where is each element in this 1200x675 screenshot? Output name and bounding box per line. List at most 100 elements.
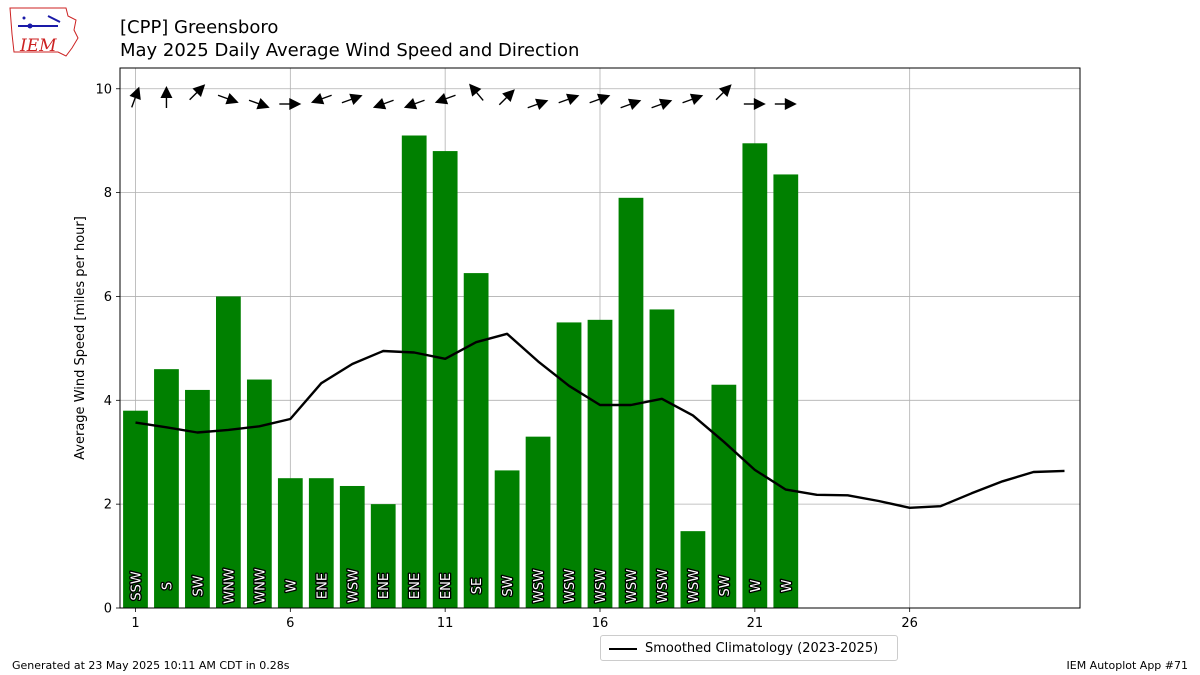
wind-arrow-day-20: [715, 84, 732, 101]
wind-arrow-head: [192, 84, 206, 97]
bar-day-3: [185, 389, 210, 608]
wind-arrow-head: [784, 98, 797, 110]
bar-day-20: [711, 384, 737, 608]
direction-label: ENE: [439, 573, 454, 599]
direction-label: WNW: [222, 568, 237, 604]
logo-text: IEM: [19, 36, 57, 56]
chart-title: May 2025 Daily Average Wind Speed and Di…: [120, 40, 580, 61]
wind-arrow-head: [718, 84, 732, 97]
direction-label: W: [780, 579, 795, 592]
wind-arrow-day-11: [434, 93, 456, 105]
wind-arrow-head: [403, 98, 418, 110]
x-tick-label: 21: [747, 616, 764, 631]
wind-arrow-head: [535, 98, 549, 110]
x-tick-label: 16: [592, 616, 609, 631]
bar-day-6: [277, 478, 303, 608]
wind-arrow-head: [502, 89, 515, 102]
bar-day-12: [463, 273, 489, 608]
bar-day-1: [123, 410, 148, 608]
bar-day-5: [246, 379, 272, 608]
wind-arrow-head: [566, 93, 580, 105]
y-tick-label: 2: [104, 498, 112, 513]
legend-label: Smoothed Climatology (2023-2025): [645, 641, 879, 656]
x-tick-label: 1: [131, 616, 139, 631]
bar-day-15: [556, 322, 582, 608]
direction-label: WSW: [563, 569, 578, 603]
legend: Smoothed Climatology (2023-2025): [600, 635, 898, 661]
bar-day-16: [587, 319, 613, 608]
direction-label: WSW: [625, 569, 640, 603]
app-credit: IEM Autoplot App #71: [1066, 659, 1189, 672]
wind-arrow-head: [434, 93, 449, 105]
bar-day-18: [649, 309, 675, 608]
y-tick-label: 4: [104, 394, 112, 409]
generated-timestamp: Generated at 23 May 2025 10:11 AM CDT in…: [12, 659, 290, 672]
bar-day-10: [401, 135, 427, 608]
wind-arrow-head: [627, 98, 642, 110]
wind-arrow-day-15: [558, 93, 580, 105]
wind-arrow-day-8: [341, 93, 363, 105]
direction-label: WSW: [687, 569, 702, 603]
bar-day-21: [742, 143, 768, 609]
direction-label: WNW: [253, 568, 268, 604]
wind-arrow-head: [469, 83, 482, 97]
bar-day-9: [370, 504, 396, 608]
direction-label: SW: [501, 575, 516, 596]
direction-label: SSW: [129, 571, 144, 601]
wind-arrow-day-21: [743, 98, 766, 110]
direction-label: SW: [718, 575, 733, 596]
bar-day-11: [432, 151, 458, 609]
wind-arrow-day-12: [469, 83, 484, 101]
wind-arrow-day-18: [651, 98, 673, 110]
direction-label: SE: [470, 578, 485, 594]
wind-arrow-day-19: [682, 93, 704, 105]
wind-arrow-head: [349, 93, 363, 105]
wind-arrow-head: [225, 93, 239, 105]
bar-day-13: [494, 470, 520, 608]
y-tick-label: 8: [104, 186, 112, 201]
y-tick-label: 10: [95, 82, 112, 97]
plot-frame: [119, 67, 1081, 609]
direction-label: ENE: [377, 573, 392, 599]
wind-arrow-day-13: [498, 89, 515, 106]
direction-label: WSW: [346, 569, 361, 603]
wind-arrow-day-16: [589, 93, 611, 105]
wind-arrow-day-6: [279, 98, 302, 110]
wind-arrow-day-10: [403, 98, 425, 110]
bar-day-2: [154, 369, 179, 608]
y-axis-label: Average Wind Speed [miles per hour]: [73, 216, 88, 460]
wind-arrow-day-2: [160, 86, 173, 108]
direction-label: W: [749, 579, 764, 592]
y-tick-label: 6: [104, 290, 112, 305]
x-tick-label: 26: [901, 616, 918, 631]
direction-label: WSW: [656, 569, 671, 603]
direction-label: W: [284, 579, 299, 592]
legend-line-swatch: [609, 648, 637, 650]
wind-arrow-day-22: [774, 98, 797, 110]
x-tick-label: 6: [286, 616, 294, 631]
wind-arrow-head: [129, 86, 141, 100]
wind-arrow-head: [658, 98, 673, 110]
bar-day-14: [525, 436, 551, 608]
direction-label: WSW: [594, 569, 609, 603]
wind-arrow-day-7: [310, 93, 332, 105]
bar-day-8: [339, 485, 365, 608]
climatology-line: [135, 332, 1065, 509]
direction-label: S: [160, 582, 175, 590]
iem-logo: IEM: [9, 7, 79, 57]
direction-label: ENE: [408, 573, 423, 599]
wind-arrow-head: [310, 93, 325, 105]
wind-arrow-day-4: [217, 93, 239, 105]
wind-arrow-head: [597, 93, 611, 105]
wind-arrow-day-1: [129, 86, 141, 108]
wind-arrow-head: [160, 86, 173, 98]
wind-arrow-day-5: [248, 98, 270, 110]
bar-day-7: [308, 478, 334, 608]
bar-day-4: [216, 296, 241, 608]
direction-label: WSW: [532, 569, 547, 603]
bar-day-19: [680, 531, 706, 608]
direction-label: SW: [191, 575, 206, 596]
wind-arrow-day-17: [620, 98, 642, 110]
wind-arrow-head: [372, 98, 387, 110]
